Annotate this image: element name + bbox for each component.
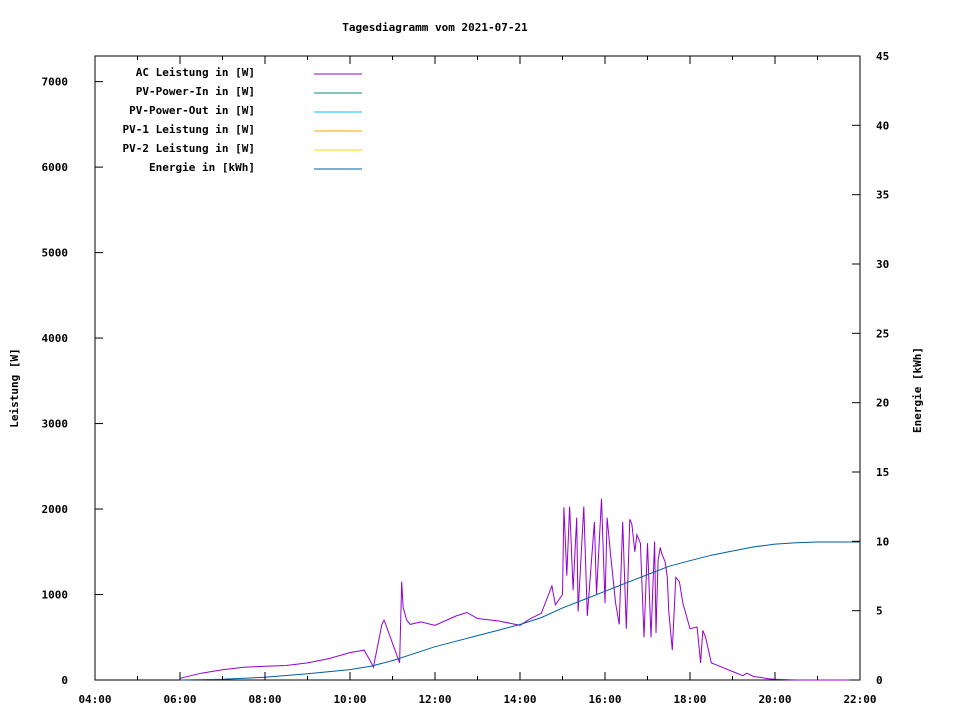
legend-label: AC Leistung in [W] <box>136 66 255 79</box>
chart-title: Tagesdiagramm vom 2021-07-21 <box>342 21 528 34</box>
y2-tick-label: 5 <box>876 605 883 618</box>
y-tick-label: 2000 <box>42 503 69 516</box>
legend: AC Leistung in [W] PV-Power-In in [W] PV-P… <box>123 66 362 174</box>
legend-label: PV-2 Leistung in [W] <box>123 142 255 155</box>
y-tick-label: 4000 <box>42 332 69 345</box>
y2-tick-label: 20 <box>876 397 889 410</box>
legend-label: PV-1 Leistung in [W] <box>123 123 255 136</box>
y2-tick-label: 35 <box>876 189 889 202</box>
y2-tick-label: 45 <box>876 50 889 63</box>
series-layer <box>179 498 860 681</box>
y-tick-label: 5000 <box>42 247 69 260</box>
series-line <box>179 541 860 681</box>
y2-tick-label: 25 <box>876 327 889 340</box>
x-tick-label: 16:00 <box>588 693 621 706</box>
y-tick-label: 7000 <box>42 76 69 89</box>
x-tick-label: 18:00 <box>673 693 706 706</box>
x-tick-label: 20:00 <box>758 693 791 706</box>
legend-label: PV-Power-In in [W] <box>136 85 255 98</box>
y2-tick-label: 15 <box>876 466 889 479</box>
y2-tick-label: 30 <box>876 258 889 271</box>
y-axis-label: Leistung [W] <box>8 348 21 427</box>
x-tick-label: 08:00 <box>248 693 281 706</box>
x-tick-label: 10:00 <box>333 693 366 706</box>
y2-axis-label: Energie [kWh] <box>911 347 924 433</box>
x-tick-label: 04:00 <box>78 693 111 706</box>
y-tick-label: 1000 <box>42 589 69 602</box>
y-tick-label: 0 <box>61 674 68 687</box>
y2-tick-label: 40 <box>876 119 889 132</box>
y-tick-label: 6000 <box>42 161 69 174</box>
x-tick-label: 12:00 <box>418 693 451 706</box>
legend-label: PV-Power-Out in [W] <box>129 104 255 117</box>
y2-tick-label: 0 <box>876 674 883 687</box>
axes-layer: 04:00 06:00 08:00 10:00 12:00 14:00 16:00 18:00… <box>42 50 890 706</box>
y-tick-label: 3000 <box>42 418 69 431</box>
x-tick-label: 22:00 <box>843 693 876 706</box>
series-line <box>179 498 850 681</box>
y2-tick-label: 10 <box>876 535 889 548</box>
x-tick-label: 14:00 <box>503 693 536 706</box>
x-tick-label: 06:00 <box>163 693 196 706</box>
legend-label: Energie in [kWh] <box>149 161 255 174</box>
